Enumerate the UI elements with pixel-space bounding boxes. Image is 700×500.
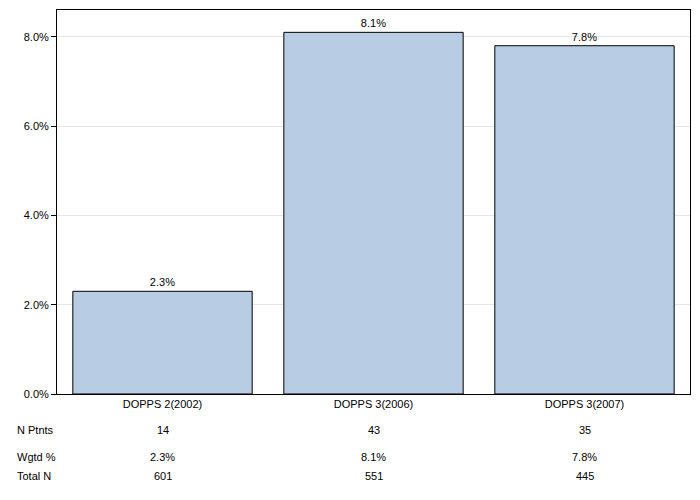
svg-text:Wgtd %: Wgtd % [17,451,56,463]
svg-text:43: 43 [368,424,380,436]
svg-text:8.0%: 8.0% [24,31,49,43]
svg-text:35: 35 [579,424,591,436]
svg-text:14: 14 [157,424,169,436]
svg-text:N Ptnts: N Ptnts [17,424,54,436]
svg-text:DOPPS 3(2007): DOPPS 3(2007) [545,398,624,410]
svg-text:7.8%: 7.8% [572,31,597,43]
svg-text:8.1%: 8.1% [361,451,386,463]
svg-text:551: 551 [365,470,383,482]
svg-text:Total N: Total N [17,470,51,482]
svg-text:DOPPS 2(2002): DOPPS 2(2002) [123,398,202,410]
svg-text:8.1%: 8.1% [361,17,386,29]
svg-text:7.8%: 7.8% [572,451,597,463]
svg-text:2.3%: 2.3% [150,276,175,288]
svg-text:445: 445 [576,470,594,482]
svg-text:601: 601 [154,470,172,482]
svg-text:DOPPS 3(2006): DOPPS 3(2006) [334,398,413,410]
svg-text:6.0%: 6.0% [24,120,49,132]
svg-text:4.0%: 4.0% [24,209,49,221]
svg-text:2.3%: 2.3% [150,451,175,463]
svg-text:0.0%: 0.0% [24,388,49,400]
svg-text:2.0%: 2.0% [24,299,49,311]
